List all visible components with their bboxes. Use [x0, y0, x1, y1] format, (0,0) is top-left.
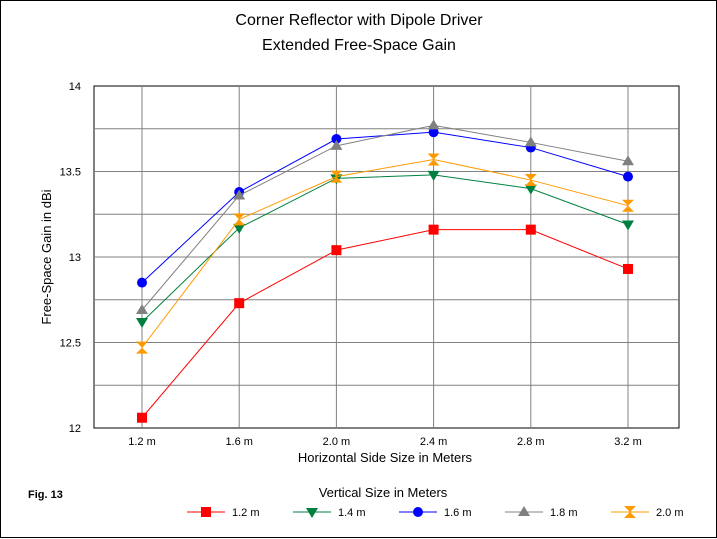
data-point-hourglass: [427, 153, 440, 166]
data-point-triangle-down: [136, 317, 148, 328]
legend-label: 1.8 m: [550, 507, 578, 519]
data-point-hourglass: [330, 170, 343, 183]
data-point-circle: [137, 277, 147, 288]
legend: 1.2 m 1.4 m 1.6 m 1.8 m 2.0 m: [187, 506, 684, 519]
series-line: [141, 159, 629, 348]
legend-label: 1.4 m: [338, 507, 366, 519]
data-point-square: [623, 263, 633, 274]
data-point-circle: [428, 127, 439, 138]
y-tick-label: 14: [69, 81, 81, 93]
chart-title-line-1: Corner Reflector with Dipole Driver: [235, 12, 483, 29]
x-tick-label: 1.6 m: [225, 436, 253, 448]
x-tick-label: 2.4 m: [420, 436, 448, 448]
y-tick-label: 12: [69, 423, 81, 435]
chart-title-line-2: Extended Free-Space Gain: [262, 37, 456, 54]
data-point-circle: [623, 171, 633, 182]
legend-item: 1.6 m: [399, 507, 472, 519]
y-axis-label: Free-Space Gain in dBi: [39, 189, 54, 324]
series-1-8m: [136, 119, 634, 315]
x-axis-label: Horizontal Side Size in Meters: [298, 450, 473, 465]
data-point-triangle-up: [622, 155, 634, 166]
data-point-triangle-down: [427, 170, 440, 181]
series-1-2m: [137, 224, 633, 423]
data-point-triangle-up: [524, 136, 537, 147]
y-tick-label: 12.5: [60, 338, 81, 350]
data-point-square: [331, 245, 342, 256]
x-tick-label: 2.0 m: [323, 436, 351, 448]
data-point-hourglass: [622, 199, 634, 212]
legend-item: 1.8 m: [505, 506, 578, 519]
y-tick-label: 13.5: [60, 167, 81, 179]
data-point-triangle-down: [306, 508, 318, 518]
figure-number: Fig. 13: [28, 489, 63, 501]
y-tick-labels: 12 12.5 13 13.5 14: [60, 81, 81, 435]
data-point-triangle-down: [622, 220, 634, 231]
legend-item: 1.2 m: [187, 507, 260, 519]
series-line: [141, 174, 629, 323]
data-point-hourglass: [233, 213, 246, 226]
legend-item: 2.0 m: [611, 506, 684, 519]
series-line: [141, 229, 629, 419]
series-2-0m: [136, 153, 634, 354]
y-tick-label: 13: [69, 252, 81, 264]
data-point-circle: [413, 507, 423, 517]
data-point-square: [234, 298, 245, 309]
data-point-triangle-up: [136, 304, 148, 315]
data-point-hourglass: [136, 341, 148, 354]
data-point-square: [428, 224, 439, 235]
data-point-square: [201, 507, 211, 517]
series-line: [141, 124, 629, 311]
data-point-triangle-up: [518, 506, 530, 516]
legend-label: 1.2 m: [232, 507, 260, 519]
legend-label: 1.6 m: [444, 507, 472, 519]
data-point-triangle-down: [233, 223, 246, 234]
data-point-triangle-down: [524, 184, 537, 195]
data-point-square: [525, 224, 536, 235]
data-point-triangle-up: [427, 119, 440, 130]
series-1-4m: [136, 170, 634, 328]
data-point-hourglass: [624, 506, 636, 518]
legend-label: 2.0 m: [656, 507, 684, 519]
data-point-hourglass: [524, 174, 537, 187]
data-point-triangle-up: [330, 139, 343, 150]
x-tick-label: 1.2 m: [128, 436, 156, 448]
x-tick-label: 3.2 m: [614, 436, 642, 448]
series-group: [136, 119, 634, 423]
data-point-square: [137, 412, 147, 423]
data-point-triangle-up: [233, 189, 246, 200]
x-tick-labels: 1.2 m 1.6 m 2.0 m 2.4 m 2.8 m 3.2 m: [128, 436, 642, 448]
x-tick-label: 2.8 m: [517, 436, 545, 448]
legend-item: 1.4 m: [293, 507, 366, 519]
data-point-circle: [331, 134, 342, 145]
legend-title: Vertical Size in Meters: [319, 485, 448, 500]
